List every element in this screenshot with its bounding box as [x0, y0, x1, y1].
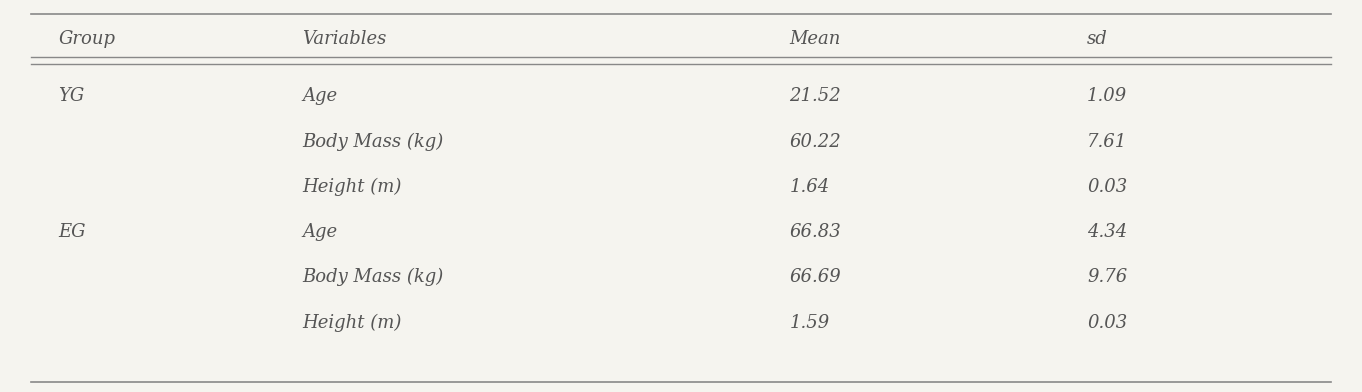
Text: Age: Age	[302, 87, 338, 105]
Text: 4.34: 4.34	[1087, 223, 1128, 241]
Text: Group: Group	[59, 30, 116, 48]
Text: sd: sd	[1087, 30, 1107, 48]
Text: 60.22: 60.22	[790, 132, 842, 151]
Text: Body Mass (kg): Body Mass (kg)	[302, 268, 443, 287]
Text: Body Mass (kg): Body Mass (kg)	[302, 132, 443, 151]
Text: 7.61: 7.61	[1087, 132, 1128, 151]
Text: 21.52: 21.52	[790, 87, 842, 105]
Text: Mean: Mean	[790, 30, 840, 48]
Text: 9.76: 9.76	[1087, 269, 1128, 286]
Text: 0.03: 0.03	[1087, 314, 1128, 332]
Text: EG: EG	[59, 223, 86, 241]
Text: Age: Age	[302, 223, 338, 241]
Text: Variables: Variables	[302, 30, 387, 48]
Text: 1.64: 1.64	[790, 178, 829, 196]
Text: 1.59: 1.59	[790, 314, 829, 332]
Text: 66.83: 66.83	[790, 223, 842, 241]
Text: Height (m): Height (m)	[302, 178, 402, 196]
Text: Height (m): Height (m)	[302, 314, 402, 332]
Text: YG: YG	[59, 87, 84, 105]
Text: 0.03: 0.03	[1087, 178, 1128, 196]
Text: 1.09: 1.09	[1087, 87, 1128, 105]
Text: 66.69: 66.69	[790, 269, 842, 286]
